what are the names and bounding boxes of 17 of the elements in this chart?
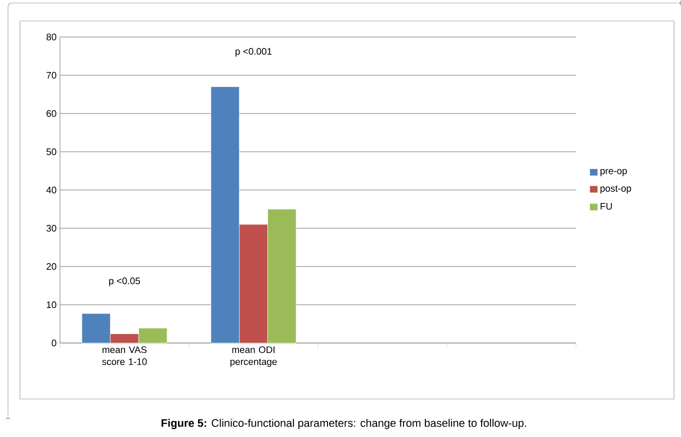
y-tick-label: 50: [46, 148, 56, 156]
y-tick-label: 70: [46, 72, 56, 79]
y-tick-label: 20: [46, 263, 56, 270]
y-tick-label: 80: [46, 34, 56, 40]
annotation: p <0.05: [109, 278, 140, 286]
x-tick-label: mean VAS score 1-10: [102, 346, 147, 366]
legend-label: FU: [600, 203, 612, 210]
legend-label: post-op: [600, 186, 632, 194]
x-tick-label: mean ODI percentage: [230, 346, 277, 367]
y-tick-label: 30: [46, 224, 56, 232]
annotation: p <0.001: [236, 48, 272, 57]
y-tick-label: 10: [46, 301, 56, 308]
y-tick-label: 60: [46, 110, 56, 117]
y-tick-label: 0: [52, 340, 56, 346]
y-tick-label: 40: [46, 186, 56, 194]
text: Figure 5: Clinico-functional parameters: change from baseline to follow-up.: [162, 418, 526, 430]
legend-label: pre-op: [600, 169, 627, 176]
